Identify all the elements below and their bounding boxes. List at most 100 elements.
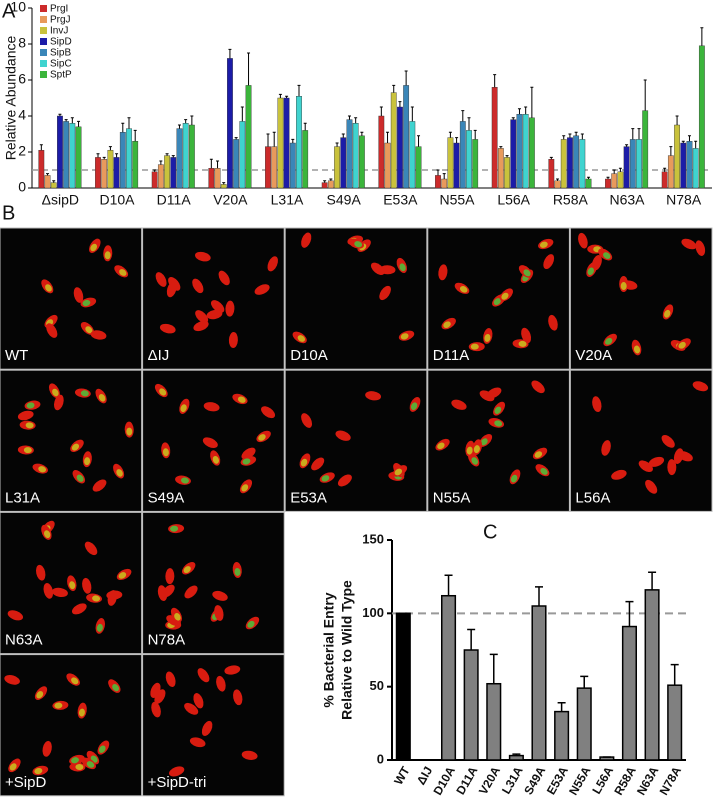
panel-label: C [483, 521, 497, 543]
bacterium [189, 737, 206, 748]
bar [38, 149, 45, 189]
error-bar [643, 79, 647, 111]
bacterium [548, 314, 558, 331]
bacterium [212, 590, 228, 601]
fluorescent-spot [410, 402, 418, 411]
fluorescent-spot [23, 447, 32, 454]
bar [113, 157, 120, 189]
fluorescent-spot [470, 343, 479, 350]
fluorescent-spot [247, 620, 255, 628]
fluorescent-spot [494, 406, 502, 414]
error-bar [184, 119, 188, 124]
bacterium [157, 585, 168, 602]
fluorescent-spot [9, 763, 17, 771]
micrograph-label: +SipD [5, 774, 46, 791]
bar [441, 594, 457, 761]
error-bar [39, 144, 43, 151]
bar [463, 649, 479, 761]
error-bar [64, 119, 68, 122]
error-bar [467, 628, 476, 650]
bar [101, 158, 108, 189]
bacterium [673, 448, 684, 464]
error-bar [165, 153, 169, 156]
legend-swatch [40, 49, 47, 56]
bacterium [365, 391, 382, 401]
x-tick-label: N55A [566, 764, 594, 797]
error-bar [341, 133, 345, 138]
fluorescent-spot [678, 341, 686, 349]
error-bar [631, 128, 635, 140]
bar [453, 142, 460, 189]
legend-label: SipD [50, 37, 72, 48]
bar [415, 146, 422, 189]
bacterium [151, 701, 161, 718]
error-bar [379, 106, 383, 116]
error-bar [512, 753, 521, 756]
error-bar [587, 176, 591, 179]
bar [151, 171, 158, 189]
fluorescent-spot [473, 445, 480, 454]
micrograph-background [284, 227, 428, 370]
legend-swatch [40, 60, 47, 67]
micrograph: +SipD-tri [142, 654, 285, 797]
y-axis-title: Relative Abundance [3, 36, 19, 161]
bacterium [159, 323, 176, 334]
legend-label: SipC [50, 59, 72, 70]
error-bar [549, 156, 553, 160]
fluorescent-spot [494, 420, 503, 427]
error-bar [404, 70, 408, 86]
y-tick-label: 150 [362, 531, 384, 546]
micrograph-background [284, 369, 428, 512]
bacterium [184, 702, 199, 715]
fluorescent-spot [118, 572, 127, 579]
fluorescent-spot [180, 477, 189, 484]
x-tick-label: L56A [497, 192, 530, 208]
error-bar [285, 95, 289, 98]
bacterium [225, 300, 235, 317]
bar [346, 119, 353, 189]
error-bar [606, 176, 610, 179]
fluorescent-spot [75, 764, 84, 771]
error-bar [669, 146, 673, 156]
bar [340, 137, 347, 189]
bar [554, 710, 570, 761]
bacterium [661, 434, 675, 448]
error-bar [133, 129, 137, 142]
fluorescent-spot [539, 241, 548, 248]
error-bar [448, 131, 452, 138]
bar [585, 178, 592, 189]
micrograph-background [0, 369, 143, 512]
bar [623, 146, 630, 189]
bacterium [17, 410, 34, 421]
bar [435, 175, 441, 189]
fluorescent-spot [104, 251, 111, 260]
panel-label: A [2, 0, 16, 22]
micrograph: ΔIJ [142, 227, 285, 370]
error-bar [216, 160, 220, 169]
bar [661, 171, 668, 189]
bar [636, 139, 642, 189]
fluorescent-spot [174, 613, 181, 621]
fluorescent-spot [466, 446, 473, 455]
bar [296, 95, 302, 189]
bar [50, 182, 57, 189]
bacterium [254, 284, 270, 295]
fluorescent-spot [126, 427, 133, 436]
bacterium [46, 323, 58, 338]
fluorescent-spot [44, 530, 51, 539]
fluorescent-spot [96, 623, 103, 632]
micrograph-label: N63A [5, 632, 43, 649]
error-bar [625, 144, 629, 147]
error-bar [102, 156, 106, 160]
y-tick-label: 0 [377, 751, 384, 766]
error-bar [467, 117, 471, 131]
micrograph-label: D10A [290, 347, 328, 364]
bar [491, 86, 498, 189]
error-bar [562, 135, 566, 140]
error-bar [297, 84, 301, 97]
bar [573, 135, 580, 189]
micrograph: +SipD [0, 654, 143, 797]
x-tick-label: R58A [553, 192, 589, 208]
legend-label: SptP [50, 70, 72, 81]
bacterium [438, 264, 448, 281]
